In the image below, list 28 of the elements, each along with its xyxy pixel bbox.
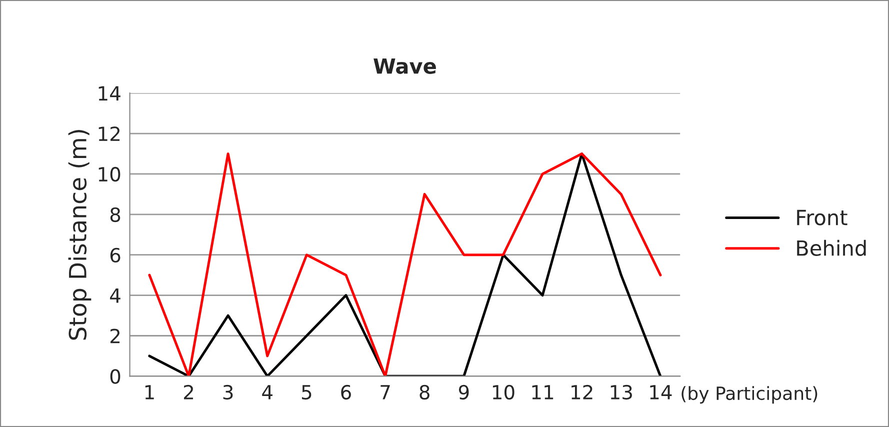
chart-title: Wave	[374, 58, 436, 74]
legend-label: Behind	[797, 240, 866, 256]
x-tick-label: 13	[610, 384, 632, 400]
x-tick-label: 2	[184, 384, 193, 400]
x-tick-label: 4	[262, 385, 272, 400]
x-tick-label: 9	[458, 384, 469, 400]
y-tick-label: 10	[98, 166, 120, 182]
x-tick-label: 8	[420, 384, 430, 400]
y-tick-label: 12	[98, 126, 120, 141]
y-tick-label: 14	[98, 86, 120, 100]
x-tick-label: 6	[341, 384, 351, 400]
x-tick-label: 12	[572, 384, 592, 400]
x-tick-label: 14	[650, 385, 672, 400]
y-axis-title: Stop Distance (m)	[68, 130, 92, 340]
x-tick-label: 3	[223, 384, 233, 400]
x-tick-label: 7	[380, 385, 390, 400]
legend-label: Front	[797, 210, 848, 226]
y-tick-label: 8	[110, 207, 120, 222]
line-series	[148, 152, 662, 376]
x-tick-label: 10	[492, 384, 514, 400]
x-tick-label: 11	[532, 385, 554, 400]
y-tick-label: 4	[110, 288, 120, 303]
x-tick-label: 5	[302, 385, 312, 400]
y-tick-label: 6	[110, 248, 120, 263]
x-axis-title: (by Participant)	[682, 386, 818, 404]
y-tick-label: 2	[110, 328, 120, 344]
y-tick-label: 0	[110, 369, 120, 384]
x-tick-label: 1	[145, 385, 154, 400]
